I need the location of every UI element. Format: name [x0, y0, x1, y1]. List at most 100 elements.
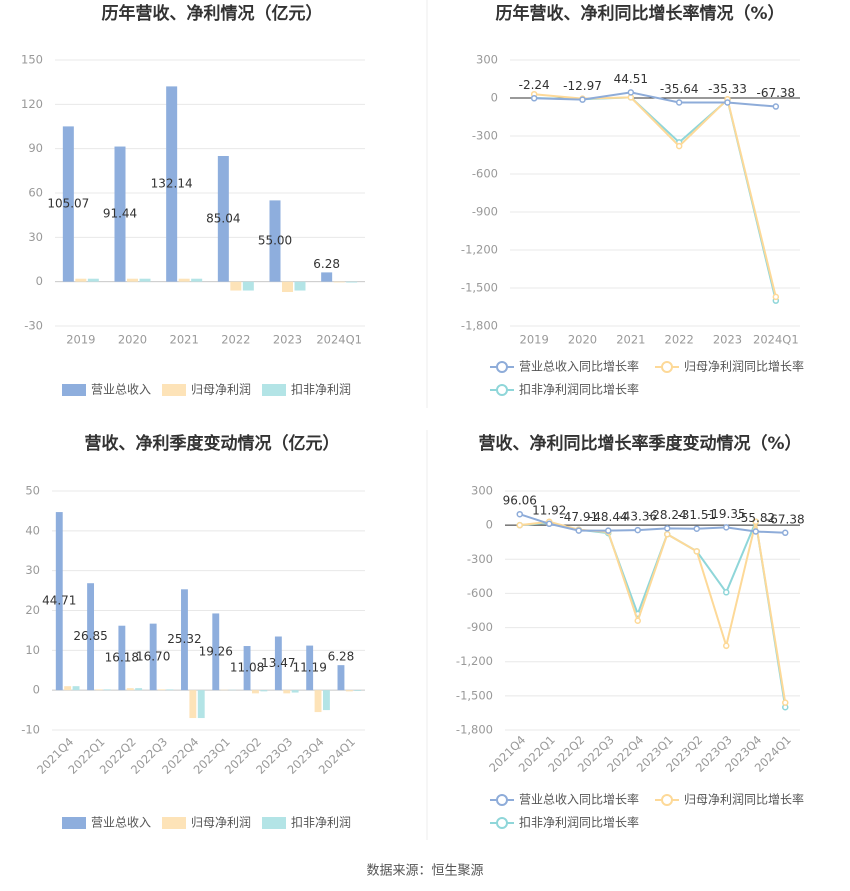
data-label: -67.38 — [756, 86, 795, 100]
data-label: -35.64 — [660, 82, 699, 96]
data-label: -2.24 — [519, 78, 550, 92]
y-tick-label: -10 — [21, 723, 40, 737]
point — [723, 524, 730, 531]
data-label: 85.04 — [206, 211, 240, 225]
y-tick-label: -600 — [467, 586, 493, 600]
legend-label: 扣非净利润 — [291, 383, 351, 397]
x-tick-label: 2023 — [273, 333, 302, 347]
line — [534, 93, 777, 298]
data-label: -67.38 — [766, 512, 805, 526]
y-tick-label: 300 — [471, 484, 493, 498]
bar — [322, 690, 330, 711]
chart-title: 营收、净利同比增长率季度变动情况（%） — [478, 433, 801, 454]
y-tick-label: -600 — [472, 167, 498, 181]
bar — [189, 690, 197, 719]
data-label: 105.07 — [47, 197, 89, 211]
point — [627, 89, 635, 96]
point — [546, 520, 553, 528]
point — [782, 529, 789, 537]
x-tick-label: 2022 — [221, 333, 250, 347]
legend-label: 营业总收入同比增长率 — [519, 359, 639, 374]
bar — [291, 690, 299, 693]
x-tick-label: 2024Q1 — [753, 333, 799, 347]
bar — [103, 689, 111, 691]
legend-label: 归母净利润 — [191, 816, 251, 830]
data-label: -19.35 — [707, 507, 746, 521]
y-tick-label: 40 — [25, 523, 40, 537]
bar — [294, 281, 306, 291]
data-label: 11.19 — [292, 660, 326, 674]
bar — [95, 689, 103, 691]
y-tick-label: -30 — [24, 319, 43, 333]
bar — [166, 86, 178, 282]
bar — [127, 278, 138, 282]
y-tick-label: -1,800 — [461, 319, 498, 333]
bar — [64, 686, 72, 691]
legend-swatch — [496, 817, 508, 829]
data-label: 44.51 — [614, 72, 648, 86]
y-tick-label: -900 — [467, 620, 493, 634]
legend-swatch — [496, 794, 508, 806]
y-tick-label: 30 — [28, 230, 43, 244]
legend-label: 扣非净利润同比增长率 — [519, 815, 639, 830]
point — [772, 103, 780, 110]
bar — [260, 690, 268, 692]
data-label: 16.70 — [136, 649, 170, 663]
y-tick-label: 0 — [33, 683, 40, 697]
y-tick-label: -1,800 — [456, 723, 493, 737]
bar — [354, 690, 362, 691]
y-tick-label: -300 — [467, 552, 493, 566]
bar — [217, 155, 229, 282]
line — [519, 518, 787, 708]
bar — [87, 278, 99, 282]
y-tick-label: -1,500 — [461, 281, 498, 295]
bar — [75, 278, 87, 282]
bar — [178, 278, 190, 282]
bar — [158, 689, 165, 691]
bar — [282, 281, 293, 293]
point — [782, 699, 789, 706]
bar — [283, 690, 291, 694]
point — [627, 94, 635, 101]
data-label: -48.44 — [589, 510, 628, 524]
bar — [242, 281, 254, 291]
point — [605, 527, 612, 534]
data-label: 6.28 — [313, 257, 340, 271]
legend-swatch — [262, 817, 286, 829]
line — [534, 91, 776, 108]
point — [752, 528, 759, 535]
data-label: -35.33 — [708, 82, 747, 96]
data-label: 13.47 — [261, 656, 295, 670]
bar — [55, 512, 63, 691]
data-label: 19.26 — [199, 644, 233, 658]
bar — [337, 665, 345, 691]
bar — [269, 200, 281, 282]
point — [516, 521, 523, 529]
legend-swatch — [661, 794, 673, 806]
bar — [333, 281, 345, 283]
point — [664, 530, 671, 538]
point — [772, 293, 780, 301]
legend-swatch — [661, 361, 673, 373]
legend-label: 营业总收入同比增长率 — [519, 792, 639, 807]
bar — [72, 686, 80, 691]
point — [664, 525, 671, 532]
bar — [230, 281, 242, 291]
data-label: 55.00 — [258, 234, 292, 248]
legend-swatch — [62, 817, 86, 829]
line — [519, 520, 787, 703]
legend-label: 扣非净利润 — [291, 816, 351, 830]
data-label: -28.24 — [648, 508, 687, 522]
point — [723, 642, 730, 650]
x-tick-label: 2020 — [118, 333, 147, 347]
legend-label: 归母净利润同比增长率 — [684, 792, 804, 807]
x-tick-label: 2022 — [665, 333, 694, 347]
data-label: 11.92 — [532, 503, 566, 517]
y-tick-label: -1,200 — [456, 654, 493, 668]
y-tick-label: 30 — [25, 563, 40, 577]
line — [534, 96, 777, 301]
point — [724, 99, 731, 106]
chart-title: 营收、净利季度变动情况（亿元） — [85, 433, 340, 454]
x-tick-label: 2024Q1 — [316, 333, 362, 347]
